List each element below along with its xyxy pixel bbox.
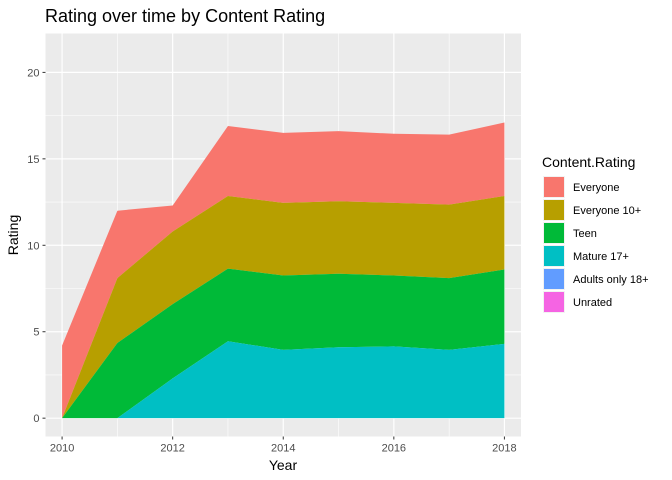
y-axis-ticks: 0 5 10 15 20: [27, 67, 46, 425]
area-everyone-10: [62, 196, 505, 419]
legend-label-everyone-10: Everyone 10+: [573, 205, 641, 217]
legend-label-teen: Teen: [573, 228, 597, 240]
legend-label-mature-17: Mature 17+: [573, 251, 629, 263]
y-tick-label: 5: [33, 327, 39, 339]
y-tick-label: 20: [27, 67, 39, 79]
y-tick-label: 15: [27, 154, 39, 166]
legend-title: Content.Rating: [542, 154, 635, 170]
legend-items: Everyone Everyone 10+ Teen Mature 17+ Adults…: [543, 176, 649, 313]
legend-swatch-teen: [544, 223, 564, 243]
legend-swatch-mature-17: [544, 246, 564, 266]
x-tick-label: 2010: [50, 443, 74, 455]
x-tick-label: 2014: [271, 443, 295, 455]
y-axis-title: Rating: [5, 215, 21, 255]
y-tick-label: 10: [27, 240, 39, 252]
chart-title: Rating over time by Content Rating: [45, 6, 325, 26]
legend-label-adults-only-18: Adults only 18+: [573, 274, 649, 286]
legend-label-everyone: Everyone: [573, 182, 619, 194]
x-tick-label: 2012: [160, 443, 184, 455]
area-everyone: [62, 122, 505, 419]
x-tick-label: 2016: [382, 443, 406, 455]
area-mature-17: [62, 341, 505, 419]
legend-label-unrated: Unrated: [573, 297, 612, 309]
area-teen: [62, 268, 505, 419]
y-tick-label: 0: [33, 413, 39, 425]
area-layers: [62, 122, 505, 419]
x-axis-ticks: 2010 2012 2014 2016 2018: [50, 436, 517, 455]
x-tick-label: 2018: [492, 443, 516, 455]
legend-swatch-everyone-10: [544, 200, 564, 220]
legend-swatch-everyone: [544, 177, 564, 197]
legend-swatch-adults-only-18: [544, 269, 564, 289]
x-axis-title: Year: [269, 457, 298, 473]
legend: Content.Rating Everyone Everyone 10+ Teen M…: [542, 154, 649, 313]
legend-swatch-unrated: [544, 292, 564, 312]
